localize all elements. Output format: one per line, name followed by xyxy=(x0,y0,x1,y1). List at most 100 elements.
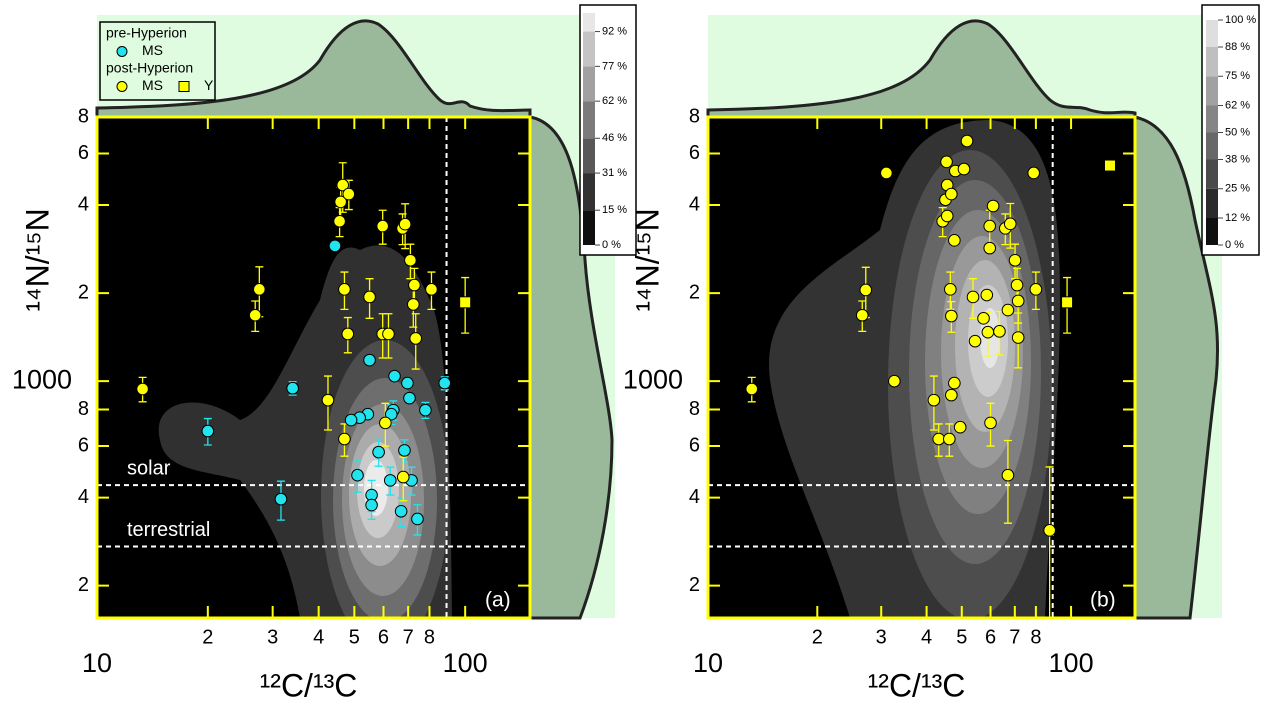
point xyxy=(379,416,392,430)
colorbar-label: 38 % xyxy=(1225,153,1250,165)
x-tick-label: 3 xyxy=(267,626,278,648)
legend-marker xyxy=(116,46,128,57)
legend-marker xyxy=(116,81,128,92)
colorbar-band xyxy=(1206,159,1218,189)
point xyxy=(253,283,266,296)
point xyxy=(945,187,958,201)
point xyxy=(1103,159,1116,172)
x-tick-label: 4 xyxy=(921,626,932,648)
point xyxy=(336,178,350,192)
y-tick-label: 1000 xyxy=(12,364,72,394)
point xyxy=(341,327,355,341)
point xyxy=(957,162,971,176)
marginal-density xyxy=(706,19,1137,119)
colorbar-label: 88 % xyxy=(1225,41,1250,53)
panel-a-decor xyxy=(95,15,615,620)
legend-label: MS xyxy=(142,77,163,93)
point xyxy=(855,308,869,322)
y-tick-label: 4 xyxy=(689,486,700,508)
point xyxy=(953,420,967,434)
colorbar-band xyxy=(1206,105,1218,133)
colorbar-band xyxy=(1206,188,1218,218)
panel-b-decor xyxy=(706,15,1222,620)
point xyxy=(394,505,408,518)
point xyxy=(334,195,347,209)
plot-frame xyxy=(706,115,1137,620)
x-tick-label: 100 xyxy=(443,648,488,678)
point xyxy=(1011,331,1025,344)
panel-label: (b) xyxy=(1090,589,1116,612)
x-tick-label: 10 xyxy=(82,648,112,678)
colorbar-label: 31 % xyxy=(602,167,627,179)
point xyxy=(401,376,414,390)
point xyxy=(1001,468,1015,482)
x-tick-label: 2 xyxy=(812,626,823,648)
point xyxy=(981,325,995,339)
point xyxy=(880,166,893,180)
y-tick-label: 8 xyxy=(689,105,700,127)
y-axis-label: ¹⁴N/¹⁵N xyxy=(19,208,55,311)
y-tick-label: 6 xyxy=(78,142,89,164)
point xyxy=(943,432,956,446)
point xyxy=(948,234,961,247)
y-tick-label: 4 xyxy=(689,193,700,215)
point xyxy=(338,432,351,446)
point xyxy=(274,492,288,506)
y-axis-label: ¹⁴N/¹⁵N xyxy=(629,208,665,311)
point xyxy=(365,498,378,512)
colorbar-band xyxy=(583,101,595,139)
reference-label: terrestrial xyxy=(127,519,210,541)
y-tick-label: 4 xyxy=(78,193,89,215)
point xyxy=(376,219,389,233)
point xyxy=(407,298,420,311)
y-tick-label: 2 xyxy=(78,281,89,303)
point xyxy=(993,325,1006,338)
point xyxy=(940,155,953,169)
colorbar-label: 12 % xyxy=(1225,212,1250,224)
point xyxy=(396,470,410,484)
point xyxy=(1043,524,1056,537)
x-tick-label: 8 xyxy=(1030,626,1041,648)
colorbar-band xyxy=(1206,218,1218,245)
error-bar xyxy=(1003,439,1012,524)
point xyxy=(321,393,335,407)
point xyxy=(438,376,452,390)
colorbar-label: 75 % xyxy=(1225,70,1250,82)
y-tick-label: 1000 xyxy=(623,364,683,394)
point xyxy=(384,407,398,421)
x-tick-label: 8 xyxy=(424,626,435,648)
legend-label: Y xyxy=(204,77,214,93)
point xyxy=(383,474,397,487)
y-tick-label: 6 xyxy=(689,142,700,164)
x-axis-label: ¹²C/¹³C xyxy=(260,667,358,703)
x-tick-label: 3 xyxy=(876,626,887,648)
reference-label: solar xyxy=(127,457,171,479)
x-tick-label: 7 xyxy=(403,626,414,648)
point xyxy=(940,209,954,223)
point xyxy=(960,134,974,148)
colorbar-label: 46 % xyxy=(602,132,627,144)
marginal-density xyxy=(1133,115,1220,620)
point xyxy=(409,332,423,345)
colorbar-band xyxy=(583,66,595,102)
point xyxy=(333,214,346,228)
point xyxy=(363,290,376,304)
colorbar-label: 25 % xyxy=(1225,183,1250,195)
legend-title: pre-Hyperion xyxy=(106,25,187,41)
x-tick-label: 6 xyxy=(378,626,389,648)
point xyxy=(411,512,424,526)
point xyxy=(425,283,438,296)
y-tick-label: 4 xyxy=(78,486,89,508)
point xyxy=(459,296,472,309)
plot-frame xyxy=(95,115,532,620)
y-tick-label: 2 xyxy=(689,281,700,303)
colorbar-band xyxy=(583,210,595,245)
colorbar-band xyxy=(583,13,595,32)
colorbar-label: 77 % xyxy=(602,60,627,72)
colorbar-band xyxy=(583,31,595,67)
point xyxy=(1010,278,1024,292)
colorbar-label: 15 % xyxy=(602,204,627,216)
point xyxy=(945,309,958,323)
point xyxy=(1027,166,1040,180)
